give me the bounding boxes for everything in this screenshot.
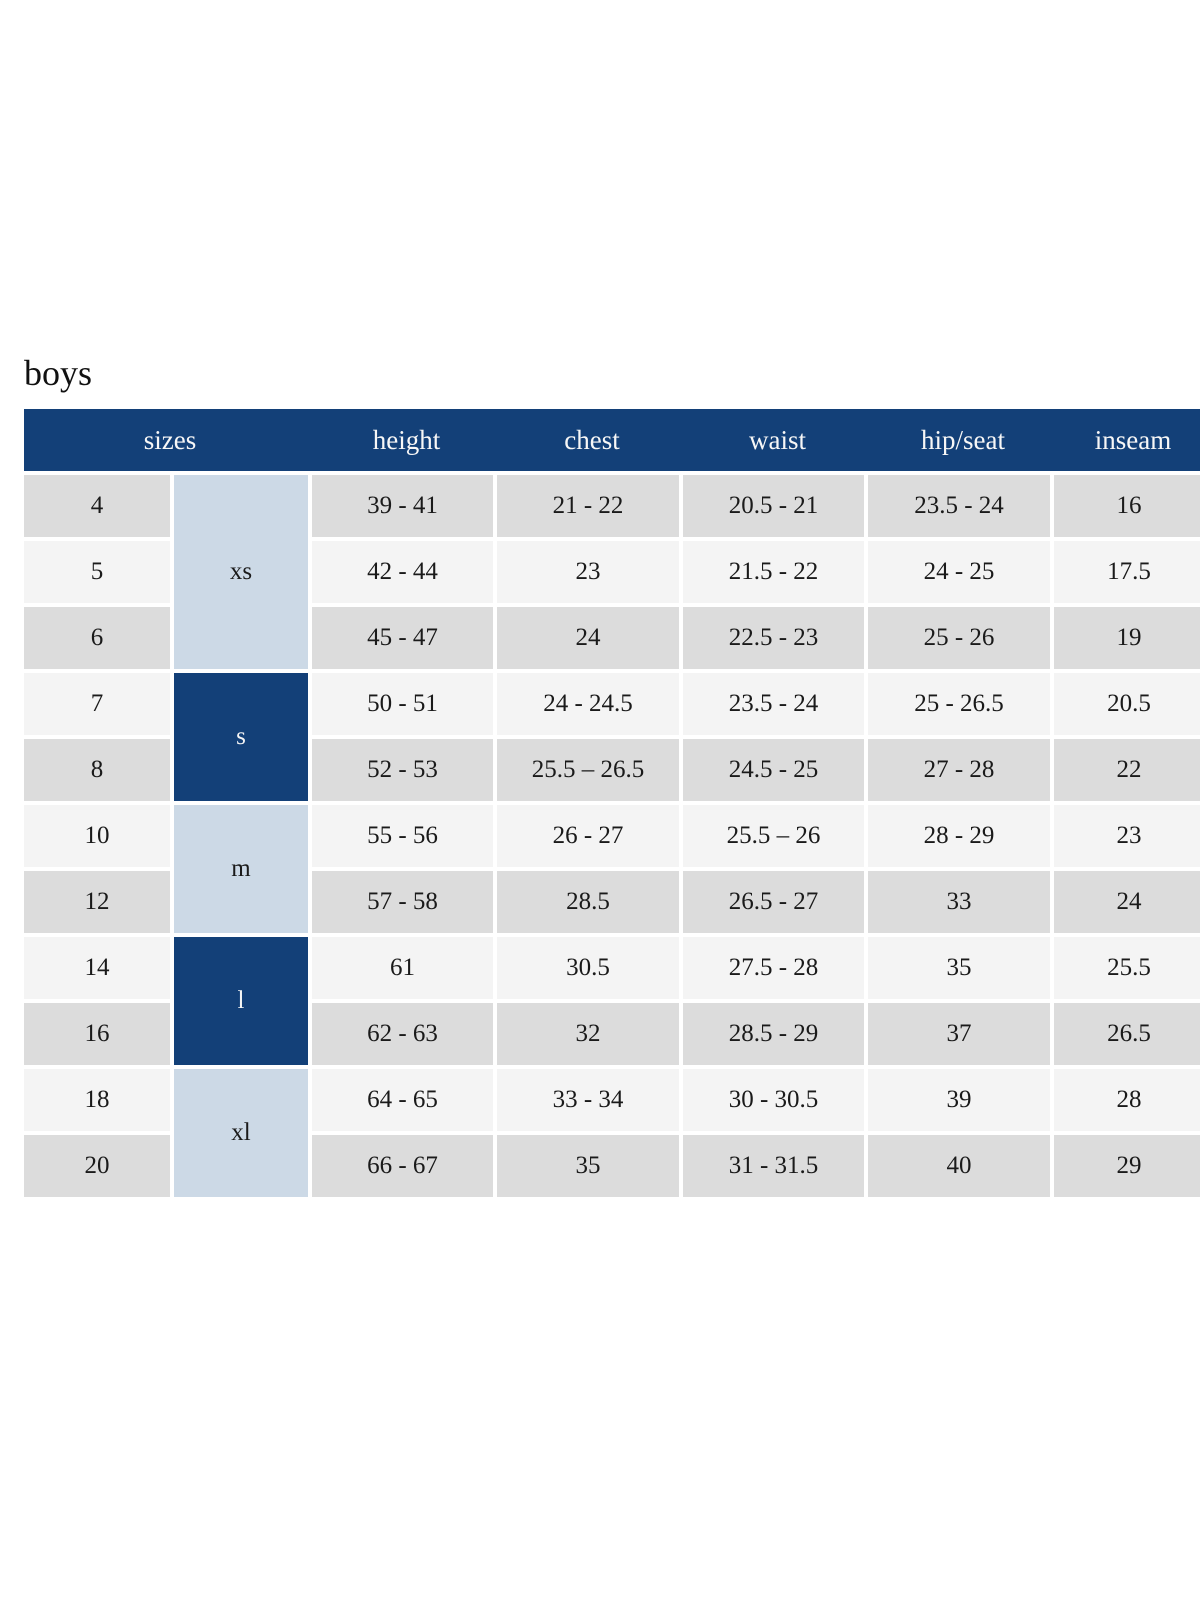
cell-waist: 24.5 - 25 [683, 739, 864, 802]
cell-height: 39 - 41 [312, 475, 493, 538]
cell-size: 7 [24, 673, 170, 736]
table-row: 8 52 - 53 25.5 – 26.5 24.5 - 25 27 - 28 … [24, 739, 1200, 802]
cell-chest: 33 - 34 [497, 1069, 679, 1132]
cell-waist: 25.5 – 26 [683, 805, 864, 868]
cell-hip-seat: 23.5 - 24 [868, 475, 1050, 538]
cell-height: 50 - 51 [312, 673, 493, 736]
cell-size: 6 [24, 607, 170, 670]
cell-chest: 24 [497, 607, 679, 670]
cell-size: 5 [24, 541, 170, 604]
cell-height: 61 [312, 937, 493, 1000]
size-chart-page: boys sizes height chest waist hip/seat i… [20, 353, 1200, 1201]
cell-inseam: 28 [1054, 1069, 1200, 1132]
cell-hip-seat: 40 [868, 1135, 1050, 1198]
cell-height: 62 - 63 [312, 1003, 493, 1066]
table-row: 16 62 - 63 32 28.5 - 29 37 26.5 [24, 1003, 1200, 1066]
cell-height: 42 - 44 [312, 541, 493, 604]
cell-inseam: 25.5 [1054, 937, 1200, 1000]
cell-hip-seat: 37 [868, 1003, 1050, 1066]
size-table: 4 xs 39 - 41 21 - 22 20.5 - 21 23.5 - 24… [20, 471, 1200, 1201]
header-hip-seat: hip/seat [921, 424, 1005, 455]
cell-height: 66 - 67 [312, 1135, 493, 1198]
cell-height: 45 - 47 [312, 607, 493, 670]
cell-size: 20 [24, 1135, 170, 1198]
cell-chest: 28.5 [497, 871, 679, 934]
size-group-xs: xs [174, 475, 308, 670]
table-row: 20 66 - 67 35 31 - 31.5 40 29 [24, 1135, 1200, 1198]
cell-waist: 26.5 - 27 [683, 871, 864, 934]
table-row: 5 42 - 44 23 21.5 - 22 24 - 25 17.5 [24, 541, 1200, 604]
cell-inseam: 29 [1054, 1135, 1200, 1198]
size-group-xl: xl [174, 1069, 308, 1198]
cell-hip-seat: 35 [868, 937, 1050, 1000]
size-group-m: m [174, 805, 308, 934]
cell-hip-seat: 24 - 25 [868, 541, 1050, 604]
table-row: 14 l 61 30.5 27.5 - 28 35 25.5 [24, 937, 1200, 1066]
cell-inseam: 24 [1054, 871, 1200, 934]
cell-waist: 31 - 31.5 [683, 1135, 864, 1198]
cell-waist: 20.5 - 21 [683, 475, 864, 538]
header-inseam: inseam [1094, 424, 1172, 455]
cell-size: 12 [24, 871, 170, 934]
cell-hip-seat: 25 - 26.5 [868, 673, 1050, 736]
cell-chest: 23 [497, 541, 679, 604]
cell-size: 14 [24, 937, 170, 1000]
cell-chest: 25.5 – 26.5 [497, 739, 679, 802]
header-height: height [372, 424, 441, 455]
size-group-l: l [174, 937, 308, 1066]
table-row: 12 57 - 58 28.5 26.5 - 27 33 24 [24, 871, 1200, 934]
cell-chest: 24 - 24.5 [497, 673, 679, 736]
cell-height: 52 - 53 [312, 739, 493, 802]
cell-hip-seat: 33 [868, 871, 1050, 934]
size-group-s: s [174, 673, 308, 802]
cell-size: 10 [24, 805, 170, 868]
table-row: 18 xl 64 - 65 33 - 34 30 - 30.5 39 28 [24, 1069, 1200, 1198]
cell-waist: 23.5 - 24 [683, 673, 864, 736]
cell-hip-seat: 28 - 29 [868, 805, 1050, 868]
cell-waist: 30 - 30.5 [683, 1069, 864, 1132]
cell-chest: 35 [497, 1135, 679, 1198]
cell-inseam: 17.5 [1054, 541, 1200, 604]
cell-chest: 21 - 22 [497, 475, 679, 538]
cell-size: 8 [24, 739, 170, 802]
table-row: 10 m 55 - 56 26 - 27 25.5 – 26 28 - 29 2… [24, 805, 1200, 934]
header-waist: waist [749, 424, 806, 455]
cell-waist: 22.5 - 23 [683, 607, 864, 670]
cell-chest: 32 [497, 1003, 679, 1066]
cell-hip-seat: 39 [868, 1069, 1050, 1132]
cell-chest: 26 - 27 [497, 805, 679, 868]
cell-size: 16 [24, 1003, 170, 1066]
cell-inseam: 26.5 [1054, 1003, 1200, 1066]
table-header-row: sizes height chest waist hip/seat inseam [24, 409, 1200, 472]
cell-waist: 27.5 - 28 [683, 937, 864, 1000]
cell-inseam: 19 [1054, 607, 1200, 670]
cell-waist: 21.5 - 22 [683, 541, 864, 604]
cell-size: 4 [24, 475, 170, 538]
cell-inseam: 22 [1054, 739, 1200, 802]
cell-inseam: 23 [1054, 805, 1200, 868]
cell-inseam: 20.5 [1054, 673, 1200, 736]
header-sizes: sizes [143, 424, 197, 455]
table-row: 7 s 50 - 51 24 - 24.5 23.5 - 24 25 - 26.… [24, 673, 1200, 802]
cell-waist: 28.5 - 29 [683, 1003, 864, 1066]
cell-height: 64 - 65 [312, 1069, 493, 1132]
cell-inseam: 16 [1054, 475, 1200, 538]
table-row: 4 xs 39 - 41 21 - 22 20.5 - 21 23.5 - 24… [24, 475, 1200, 670]
cell-height: 57 - 58 [312, 871, 493, 934]
cell-height: 55 - 56 [312, 805, 493, 868]
page-title: boys [24, 353, 93, 393]
cell-size: 18 [24, 1069, 170, 1132]
header-chest: chest [564, 424, 620, 455]
cell-hip-seat: 27 - 28 [868, 739, 1050, 802]
cell-chest: 30.5 [497, 937, 679, 1000]
table-row: 6 45 - 47 24 22.5 - 23 25 - 26 19 [24, 607, 1200, 670]
cell-hip-seat: 25 - 26 [868, 607, 1050, 670]
